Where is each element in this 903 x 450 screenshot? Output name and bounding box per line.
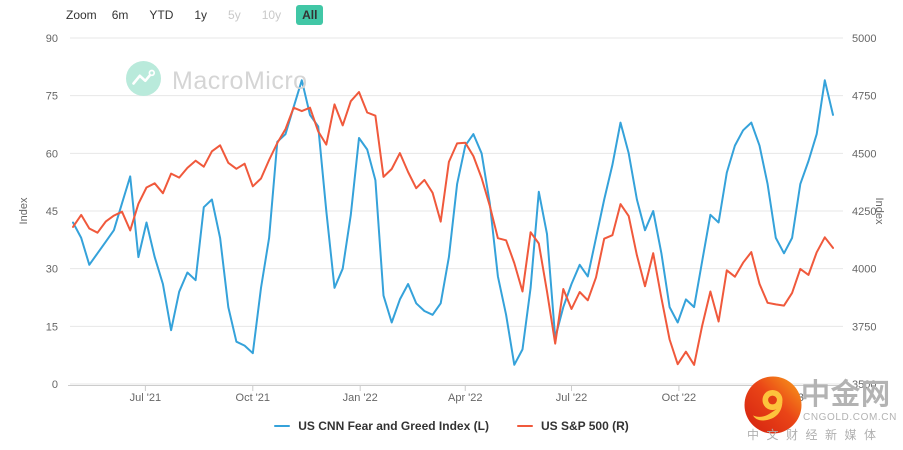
range-selector: Zoom 6m YTD 1y 5y 10y All	[66, 5, 324, 25]
svg-text:30: 30	[46, 264, 58, 276]
cngold-watermark: 中金网 CNGOLD.COM.CN 中文财经新媒体	[744, 374, 900, 444]
range-button-5y: 5y	[222, 5, 247, 25]
range-button-10y: 10y	[256, 5, 287, 25]
range-button-6m[interactable]: 6m	[106, 5, 135, 25]
legend: US CNN Fear and Greed Index (L) US S&P 5…	[0, 419, 903, 433]
zoom-label: Zoom	[66, 8, 97, 22]
legend-label: US CNN Fear and Greed Index (L)	[298, 419, 489, 433]
svg-text:3500: 3500	[852, 379, 876, 391]
svg-text:0: 0	[52, 379, 58, 391]
range-button-all[interactable]: All	[296, 5, 324, 25]
svg-text:3750: 3750	[852, 321, 876, 333]
svg-text:Jan '22: Jan '22	[343, 392, 378, 404]
legend-item-fear-greed[interactable]: US CNN Fear and Greed Index (L)	[274, 419, 489, 433]
legend-item-sp500[interactable]: US S&P 500 (R)	[516, 419, 629, 433]
left-axis-title: Index	[18, 197, 30, 225]
cngold-logo-icon	[744, 376, 802, 439]
right-axis-title: Index	[873, 197, 885, 225]
svg-text:Oct '22: Oct '22	[662, 392, 697, 404]
svg-text:90: 90	[46, 33, 58, 45]
svg-text:5000: 5000	[852, 33, 876, 45]
cngold-domain: CNGOLD.COM.CN	[803, 412, 897, 423]
svg-text:Jul '21: Jul '21	[130, 392, 161, 404]
svg-text:Oct '21: Oct '21	[236, 392, 271, 404]
svg-text:4250: 4250	[852, 206, 876, 218]
svg-text:Apr '22: Apr '22	[448, 392, 483, 404]
sp500-line-swatch-icon	[516, 425, 533, 427]
cngold-site-name: 中金网	[801, 379, 892, 411]
cngold-tagline: 中文财经新媒体	[747, 428, 884, 442]
svg-text:15: 15	[46, 321, 58, 333]
svg-text:45: 45	[46, 206, 58, 218]
fear-greed-line-swatch-icon	[274, 425, 291, 427]
svg-text:75: 75	[46, 91, 58, 103]
svg-text:60: 60	[46, 148, 58, 160]
svg-text:4750: 4750	[852, 91, 876, 103]
range-button-ytd[interactable]: YTD	[143, 5, 179, 25]
svg-text:Jul '22: Jul '22	[556, 392, 587, 404]
legend-label: US S&P 500 (R)	[540, 419, 629, 433]
range-button-1y[interactable]: 1y	[188, 5, 213, 25]
svg-text:4500: 4500	[852, 148, 876, 160]
svg-text:4000: 4000	[852, 264, 876, 276]
